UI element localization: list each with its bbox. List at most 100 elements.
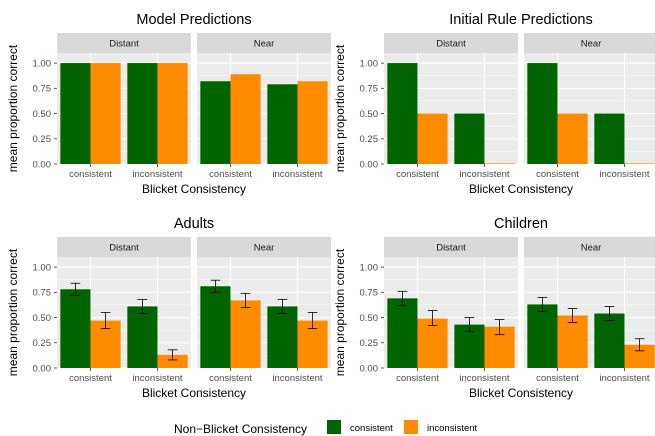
bar-inconsistent-inconsistent — [624, 163, 655, 164]
facet-near: Near consistent inconsistent — [524, 33, 655, 180]
bar-consistent-consistent — [527, 304, 558, 368]
y-tick-label: 0.50 — [360, 109, 379, 120]
bar-consistent-consistent — [200, 286, 231, 368]
x-axis-title: Blicket Consistency — [142, 386, 246, 400]
x-tick-label: consistent — [536, 169, 579, 180]
legend-label-consistent: consistent — [350, 423, 393, 434]
legend-title: Non−Blicket Consistency — [174, 422, 307, 436]
x-tick-label: consistent — [536, 373, 579, 384]
x-tick-label: consistent — [209, 373, 252, 384]
x-tick-label: consistent — [209, 169, 252, 180]
facet-strip — [57, 33, 191, 53]
y-tick-label: 1.00 — [360, 58, 379, 69]
facet-distant: Distant consistent inconsistent — [384, 33, 518, 180]
y-tick-label: 0.00 — [33, 159, 52, 170]
chart-2: Initial Rule Predictions 0.00 0.25 0.50 0.75… — [333, 12, 655, 196]
facet-strip-label: Near — [254, 243, 275, 254]
bar-inconsistent-consistent — [267, 306, 298, 368]
y-tick-label: 0.00 — [33, 363, 52, 374]
y-tick-label: 0.50 — [360, 313, 379, 324]
y-axis-title: mean proportion correct — [333, 44, 347, 172]
x-tick-label: consistent — [69, 169, 112, 180]
facet-near: Near consistent inconsistent — [197, 237, 331, 384]
facet-strip — [524, 237, 655, 257]
facet-strip — [384, 33, 518, 53]
bar-inconsistent-consistent — [267, 84, 298, 164]
facet-strip — [57, 237, 191, 257]
facet-near: Near consistent inconsistent — [524, 237, 655, 384]
x-axis-title: Blicket Consistency — [469, 182, 573, 196]
bar-inconsistent-inconsistent — [157, 63, 188, 164]
x-tick-label: inconsistent — [599, 373, 650, 384]
x-axis-title: Blicket Consistency — [469, 386, 573, 400]
x-tick-label: inconsistent — [132, 373, 183, 384]
x-tick-label: inconsistent — [272, 169, 323, 180]
facet-strip — [384, 237, 518, 257]
bar-inconsistent-consistent — [594, 313, 625, 368]
y-tick-label: 0.50 — [33, 109, 52, 120]
bar-consistent-consistent — [60, 63, 91, 164]
x-axis-title: Blicket Consistency — [142, 182, 246, 196]
facet-distant: Distant consistent inconsistent — [384, 237, 518, 384]
y-tick-label: 0.75 — [33, 84, 52, 95]
bar-consistent-inconsistent — [230, 300, 261, 368]
legend: Non−Blicket Consistency consistent incon… — [174, 420, 478, 436]
chart-title: Initial Rule Predictions — [449, 12, 592, 28]
bar-consistent-inconsistent — [557, 113, 588, 164]
bar-consistent-inconsistent — [417, 318, 448, 368]
bar-inconsistent-consistent — [127, 306, 158, 368]
facet-strip — [197, 237, 331, 257]
facet-strip-label: Near — [581, 243, 602, 254]
y-tick-label: 0.25 — [360, 338, 379, 349]
bar-consistent-consistent — [387, 63, 418, 164]
y-axis-title: mean proportion correct — [6, 248, 20, 376]
y-tick-label: 0.75 — [360, 288, 379, 299]
legend-swatch-inconsistent — [404, 420, 418, 434]
chart-title: Adults — [174, 216, 214, 232]
bar-inconsistent-inconsistent — [157, 354, 188, 368]
facet-distant: Distant consistent inconsistent — [57, 237, 191, 384]
facet-strip-label: Near — [254, 39, 275, 50]
facet-strip-label: Distant — [109, 243, 139, 254]
bar-consistent-consistent — [387, 298, 418, 368]
chart-4: Children 0.00 0.25 0.50 0.75 1.00 mean proport… — [333, 216, 655, 400]
bar-inconsistent-consistent — [127, 63, 158, 164]
facet-strip — [197, 33, 331, 53]
charts-container: Model Predictions 0.00 0.25 0.50 0.75 1.00 mea… — [6, 12, 655, 400]
x-tick-label: inconsistent — [599, 169, 650, 180]
y-tick-label: 0.25 — [33, 134, 52, 145]
bar-consistent-consistent — [60, 289, 91, 368]
chart-1: Model Predictions 0.00 0.25 0.50 0.75 1.00 mea… — [6, 12, 331, 196]
bar-consistent-consistent — [200, 81, 231, 164]
facet-near: Near consistent inconsistent — [197, 33, 331, 180]
bar-consistent-inconsistent — [230, 74, 261, 164]
bar-inconsistent-inconsistent — [624, 344, 655, 368]
x-tick-label: inconsistent — [459, 169, 510, 180]
y-tick-label: 1.00 — [33, 58, 52, 69]
y-tick-label: 0.25 — [33, 338, 52, 349]
bar-inconsistent-consistent — [454, 113, 485, 164]
x-tick-label: consistent — [69, 373, 112, 384]
bar-consistent-inconsistent — [90, 63, 121, 164]
bar-consistent-consistent — [527, 63, 558, 164]
legend-label-inconsistent: inconsistent — [427, 423, 478, 434]
bar-inconsistent-inconsistent — [484, 163, 515, 164]
facet-distant: Distant consistent inconsistent — [57, 33, 191, 180]
x-tick-label: consistent — [396, 373, 439, 384]
chart-title: Model Predictions — [136, 12, 251, 28]
x-tick-label: inconsistent — [132, 169, 183, 180]
x-tick-label: inconsistent — [272, 373, 323, 384]
y-tick-label: 0.25 — [360, 134, 379, 145]
y-tick-label: 1.00 — [33, 262, 52, 273]
y-tick-label: 0.00 — [360, 363, 379, 374]
facet-strip-label: Distant — [109, 39, 139, 50]
legend-swatch-consistent — [327, 420, 341, 434]
chart-3: Adults 0.00 0.25 0.50 0.75 1.00 mean proportio… — [6, 216, 331, 400]
y-tick-label: 0.50 — [33, 313, 52, 324]
x-tick-label: consistent — [396, 169, 439, 180]
facet-strip-label: Distant — [436, 39, 466, 50]
y-tick-label: 0.75 — [360, 84, 379, 95]
y-axis-title: mean proportion correct — [333, 248, 347, 376]
chart-title: Children — [494, 216, 548, 232]
